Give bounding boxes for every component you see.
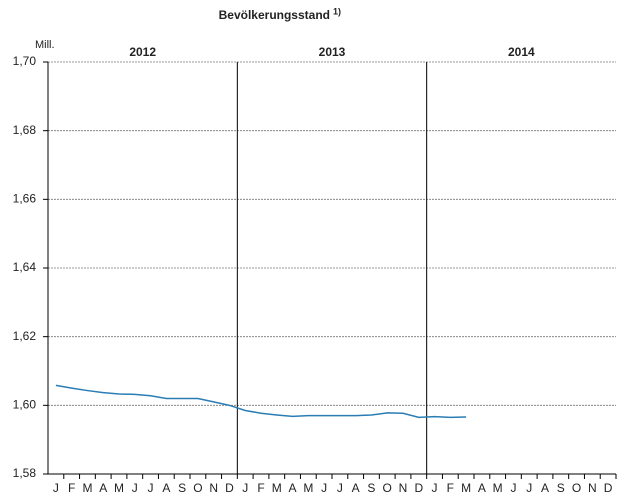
x-tick-label: N bbox=[209, 481, 218, 495]
x-tick-label: N bbox=[399, 481, 408, 495]
x-tick-label: O bbox=[193, 481, 202, 495]
x-tick-label: D bbox=[414, 481, 423, 495]
x-tick-label: A bbox=[162, 481, 170, 495]
y-tick-label: 1,66 bbox=[13, 192, 37, 206]
x-tick-label: J bbox=[53, 481, 59, 495]
x-tick-label: N bbox=[588, 481, 597, 495]
x-tick-label: J bbox=[321, 481, 327, 495]
x-tick-label: M bbox=[493, 481, 503, 495]
y-tick-label: 1,62 bbox=[13, 329, 37, 343]
x-tick-label: J bbox=[510, 481, 516, 495]
x-tick-label: M bbox=[272, 481, 282, 495]
x-tick-label: O bbox=[572, 481, 581, 495]
y-tick-label: 1,70 bbox=[13, 54, 37, 68]
x-tick-label: A bbox=[352, 481, 360, 495]
x-tick-label: F bbox=[447, 481, 454, 495]
x-tick-label: S bbox=[557, 481, 565, 495]
chart-title: Bevölkerungsstand bbox=[219, 8, 330, 22]
data-line bbox=[55, 384, 467, 419]
year-label: 2014 bbox=[508, 45, 535, 59]
x-tick-label: J bbox=[148, 481, 154, 495]
x-tick-label: F bbox=[257, 481, 264, 495]
x-tick-label: J bbox=[132, 481, 138, 495]
x-tick-label: J bbox=[526, 481, 532, 495]
x-tick-label: J bbox=[432, 481, 438, 495]
year-label: 2013 bbox=[319, 45, 346, 59]
year-label: 2012 bbox=[129, 45, 156, 59]
y-tick-label: 1,60 bbox=[13, 398, 37, 412]
x-tick-label: M bbox=[114, 481, 124, 495]
y-tick-label: 1,64 bbox=[13, 260, 37, 274]
y-tick-label: 1,58 bbox=[13, 466, 37, 480]
x-tick-label: J bbox=[242, 481, 248, 495]
x-tick-label: A bbox=[478, 481, 486, 495]
x-tick-label: A bbox=[289, 481, 297, 495]
x-tick-label: M bbox=[82, 481, 92, 495]
y-unit: Mill. bbox=[35, 39, 55, 51]
x-tick-label: S bbox=[367, 481, 375, 495]
x-tick-label: M bbox=[303, 481, 313, 495]
x-tick-label: D bbox=[225, 481, 234, 495]
x-tick-label: A bbox=[541, 481, 549, 495]
x-tick-label: S bbox=[178, 481, 186, 495]
x-tick-label: A bbox=[99, 481, 107, 495]
y-tick-label: 1,68 bbox=[13, 123, 37, 137]
x-tick-label: D bbox=[604, 481, 613, 495]
x-tick-label: M bbox=[461, 481, 471, 495]
x-tick-label: F bbox=[68, 481, 75, 495]
x-tick-label: O bbox=[383, 481, 392, 495]
title-note: 1) bbox=[333, 6, 341, 16]
x-tick-label: J bbox=[337, 481, 343, 495]
